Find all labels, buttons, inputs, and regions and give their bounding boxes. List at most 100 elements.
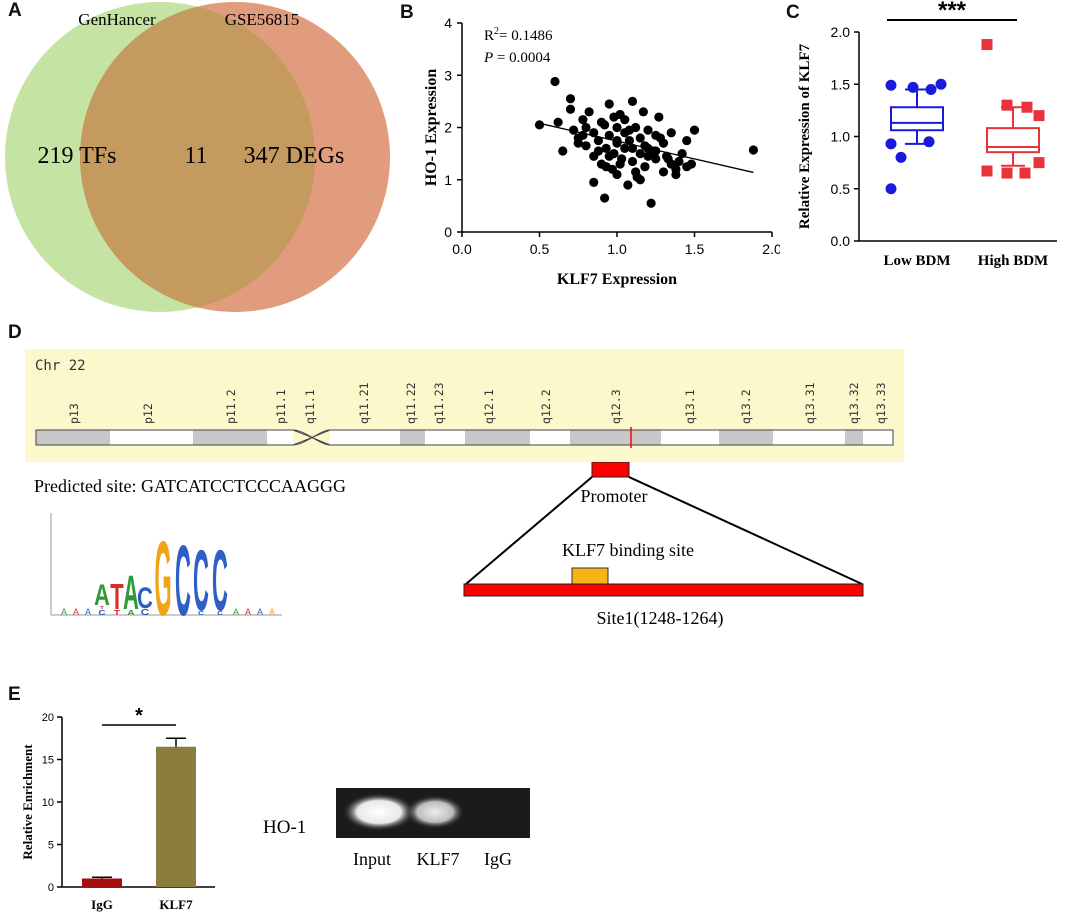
box-category-label: High BDM: [978, 253, 1048, 269]
chromosome-band: [719, 430, 773, 445]
band-label: p11.2: [224, 389, 238, 424]
scatter-point: [573, 138, 583, 148]
venn-right-title: GSE56815: [225, 10, 300, 29]
box-point: [895, 151, 907, 163]
scatter-x-tick-label: 0.5: [530, 241, 550, 257]
promoter-label: Promoter: [581, 486, 648, 506]
bar-y-tick-label: 10: [42, 797, 54, 809]
chromosome-ideogram-area: Chr 22 p13 p12 p11.2 p11.1 q11.1 q11.21 q11.22…: [25, 349, 904, 462]
logo-letter: T: [114, 609, 121, 617]
box-point: [1033, 157, 1045, 169]
box-plot: *** 0.0 0.5 1.0 1.5 2.0 Relative Expression o…: [797, 0, 1057, 269]
logo-letter: C: [198, 611, 204, 617]
band-label: q12.1: [482, 389, 496, 424]
scatter-y-tick-label: 4: [444, 15, 452, 31]
scatter-point: [581, 122, 591, 133]
logo-letter: G: [154, 521, 171, 628]
scatter-point: [655, 133, 665, 143]
venn-left-label: 219 TFs: [38, 143, 117, 169]
box-point: [923, 136, 935, 148]
logo-letter: C: [141, 609, 150, 618]
scatter-point: [674, 156, 684, 167]
box-point: [885, 183, 897, 195]
scatter-point: [635, 175, 645, 185]
bar-y-tick-label: 5: [48, 840, 54, 852]
box-y-tick-label: 1.0: [831, 129, 851, 145]
scatter-point: [578, 115, 588, 125]
bar: [82, 878, 122, 887]
venn-right-label: 347 DEGs: [244, 143, 345, 169]
chromosome-ideogram: p13 p12 p11.2 p11.1 q11.1 q11.21 q11.22 q11.23 q…: [35, 382, 894, 448]
scatter-point: [666, 159, 676, 169]
panel-letter-e: E: [8, 684, 21, 705]
scatter-point: [640, 141, 650, 151]
scatter-point: [666, 128, 676, 138]
scatter-point: [620, 143, 630, 153]
promoter-box: [591, 462, 630, 478]
scatter-x-label: KLF7 Expression: [557, 271, 677, 288]
scatter-point: [604, 151, 614, 161]
logo-minor-letter: A: [85, 607, 91, 617]
box-point: [981, 165, 993, 177]
enrichment-bar-chart: * 0 5 10 15 20 Relative Enrichment IgG KLF7: [20, 705, 215, 912]
logo-letter: C: [137, 580, 153, 614]
scatter-y-tick-label: 1: [444, 172, 452, 188]
band-label: q13.1: [683, 389, 697, 424]
scatter-y-tick-label: 0: [444, 224, 452, 240]
scatter-point: [638, 107, 648, 117]
scatter-plot: R2= 0.1486 P = 0.0004 0.0 0.5 1.0 1.5 2.0 0 1 2…: [423, 15, 780, 288]
bar-category-label: IgG: [91, 897, 113, 912]
scatter-point: [569, 125, 579, 135]
scatter-point: [604, 99, 614, 109]
box-point: [925, 83, 937, 95]
scatter-point: [624, 125, 634, 135]
scatter-point: [553, 117, 563, 127]
logo-minor-letter: A: [245, 607, 251, 617]
chromosome-label: Chr 22: [35, 358, 86, 374]
gel-lane-igg: IgG: [484, 849, 512, 869]
chromosome-band: [845, 430, 863, 445]
box-point: [1019, 167, 1031, 179]
venn-overlap-label: 11: [184, 143, 207, 169]
gel-image: HO-1 Input KLF7 IgG: [263, 788, 530, 869]
scatter-point: [671, 169, 681, 180]
binding-site-label: KLF7 binding site: [562, 540, 694, 560]
logo-letter: A: [94, 577, 110, 611]
scatter-point: [593, 135, 603, 146]
chromosome-band: [773, 430, 845, 445]
box-point: [1001, 167, 1013, 179]
scatter-point: [565, 104, 576, 114]
box-point: [981, 39, 993, 51]
logo-letter: C: [175, 525, 191, 628]
band-label: q13.33: [874, 382, 888, 424]
scatter-y-tick-label: 2: [444, 120, 452, 136]
logo-minor-letter: A: [233, 607, 239, 617]
band-label: q13.31: [803, 382, 817, 424]
box-y-label: Relative Expression of KLF7: [797, 43, 813, 229]
band-label: q12.2: [539, 389, 553, 424]
scatter-point: [609, 112, 619, 122]
logo-letter: C: [212, 533, 228, 628]
box-point: [885, 79, 897, 91]
box-y-tick-label: 2.0: [831, 24, 851, 40]
scatter-p-label: P = 0.0004: [483, 50, 551, 66]
scatter-point: [589, 177, 599, 187]
scatter-y-tick-label: 3: [444, 67, 452, 83]
scatter-point: [612, 122, 622, 133]
bar-category-label: KLF7: [159, 897, 193, 912]
scatter-point: [658, 167, 669, 177]
band-label: q13.2: [739, 389, 753, 424]
scatter-point: [558, 146, 568, 156]
band-label: q13.32: [847, 382, 861, 424]
scatter-point: [593, 146, 603, 156]
logo-letter: T: [100, 606, 105, 611]
gel-lane-klf7: KLF7: [416, 849, 459, 869]
logo-minor-letter: A: [73, 607, 79, 617]
scatter-point: [601, 143, 611, 153]
scatter-point: [635, 149, 645, 159]
box-point: [1001, 99, 1013, 111]
logo-letter: A: [127, 609, 134, 617]
predicted-site: Predicted site: GATCATCCTCCCAAGGG: [34, 476, 346, 496]
scatter-x-tick-label: 0.0: [452, 241, 472, 257]
bar: [156, 746, 196, 887]
